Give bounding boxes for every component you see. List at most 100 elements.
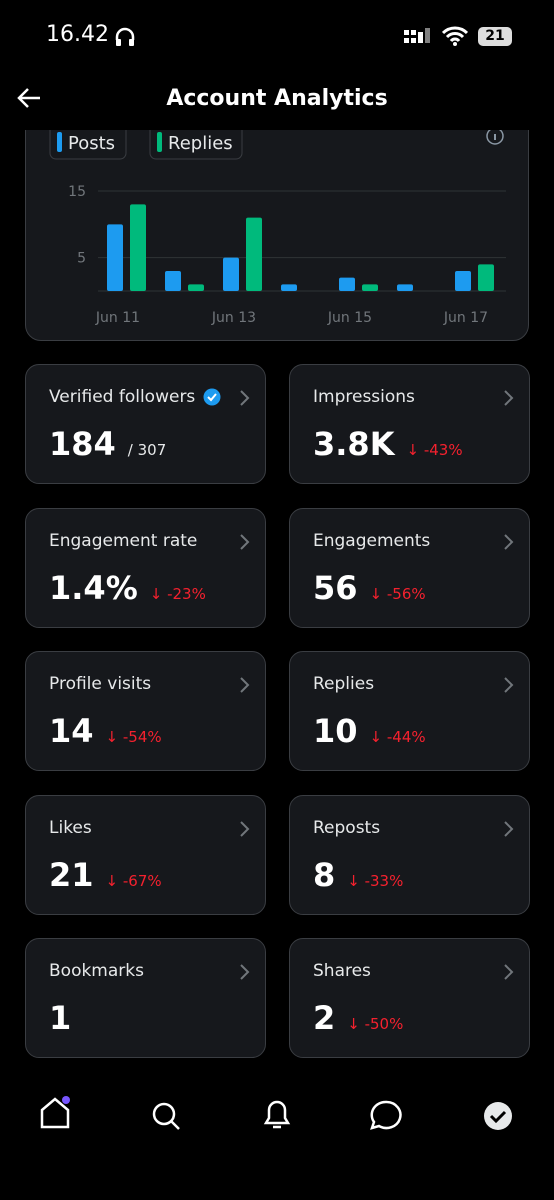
metric-value-row: 1 [49, 999, 71, 1037]
metric-card[interactable]: Verified followers 184 / 307 [25, 364, 266, 484]
x-tick-label: Jun 13 [211, 310, 256, 326]
metric-label-row: Replies [313, 674, 374, 694]
bar [339, 277, 355, 291]
headphones-icon [115, 27, 135, 46]
clock: 16.42 [46, 22, 109, 47]
metric-label-row: Verified followers [49, 387, 221, 407]
bar [107, 224, 123, 291]
metric-label-row: Profile visits [49, 674, 151, 694]
metric-label-row: Engagement rate [49, 531, 197, 551]
legend-item[interactable]: Posts [49, 120, 127, 160]
metric-card[interactable]: Likes 21 ↓ -67% [25, 794, 266, 915]
back-button[interactable] [15, 86, 43, 110]
metric-value-row: 3.8K ↓ -43% [313, 425, 463, 463]
bottom-nav [40, 1096, 512, 1130]
metric-value: 3.8K [313, 425, 395, 463]
metric-change: ↓ -33% [347, 871, 404, 890]
metric-value: 184 [49, 425, 116, 463]
chevron [240, 677, 250, 693]
bar [455, 271, 471, 291]
wifi-icon [442, 26, 468, 46]
legend-swatch [57, 132, 62, 152]
bar [281, 284, 297, 291]
metric-label-row: Engagements [313, 531, 430, 551]
home-tab[interactable] [40, 1096, 70, 1129]
chevron [240, 820, 250, 837]
chevron [240, 533, 250, 550]
metric-label: Engagements [313, 530, 431, 551]
legend-item[interactable]: Replies [149, 120, 243, 160]
chevron [504, 390, 514, 406]
metric-value: 56 [313, 568, 358, 607]
bar [362, 284, 378, 291]
metric-change: ↓ -56% [369, 584, 426, 603]
metric-card[interactable]: Impressions 3.8K ↓ -43% [289, 364, 530, 484]
metric-label: Reposts [313, 817, 381, 838]
metric-value: 1.4% [49, 568, 138, 607]
bar [246, 217, 262, 291]
x-tick-label: Jun 11 [95, 310, 140, 326]
metric-card[interactable]: Reposts 8 ↓ -33% [289, 794, 530, 915]
chevron [240, 390, 250, 406]
legend-label: Replies [168, 133, 233, 154]
metric-label-row: Bookmarks [49, 961, 144, 981]
chevron [504, 533, 514, 550]
metric-total: / 307 [127, 441, 167, 459]
legend-label: Posts [68, 133, 115, 154]
metric-label: Replies [313, 674, 375, 694]
premium-tab[interactable] [484, 1102, 512, 1130]
legend-swatch [157, 132, 162, 152]
bar [223, 257, 239, 291]
metric-label: Likes [49, 817, 92, 838]
metric-value: 10 [313, 712, 358, 750]
status-bar: 16.42 21 [0, 0, 554, 75]
chevron [504, 820, 514, 837]
metric-label: Profile visits [49, 674, 152, 694]
y-tick-label: 5 [77, 251, 86, 267]
metric-value-row: 10 ↓ -44% [313, 712, 426, 750]
metric-label: Engagement rate [49, 530, 198, 551]
metric-card[interactable]: Profile visits 14 ↓ -54% [25, 651, 266, 771]
bar [188, 284, 204, 291]
search-tab[interactable] [152, 1102, 180, 1130]
metric-card[interactable]: Engagements 56 ↓ -56% [289, 507, 530, 628]
chart-card: Posts Replies 5 15 Jun 11 Jun 13 Jun 15 Jun 17 [25, 105, 529, 341]
metric-card[interactable]: Replies 10 ↓ -44% [289, 651, 530, 771]
metric-card[interactable]: Bookmarks 1 [25, 938, 266, 1058]
metric-value-row: 21 ↓ -67% [49, 856, 162, 894]
metric-value-row: 8 ↓ -33% [313, 856, 403, 894]
metric-value: 21 [49, 855, 94, 894]
x-tick-label: Jun 17 [443, 310, 488, 326]
metric-change: ↓ -54% [105, 728, 162, 746]
metric-label: Impressions [313, 387, 415, 407]
notifications-tab[interactable] [263, 1100, 291, 1129]
y-tick-label: 15 [68, 184, 86, 200]
metric-value: 14 [49, 712, 94, 750]
battery: 21 [478, 27, 512, 46]
metric-change: ↓ -67% [105, 871, 162, 890]
messages-tab[interactable] [370, 1100, 402, 1130]
metric-label: Verified followers [49, 387, 196, 407]
metric-change: ↓ -23% [149, 584, 206, 603]
x-tick-label: Jun 15 [327, 310, 372, 326]
metric-value: 8 [313, 855, 336, 894]
metric-value-row: 56 ↓ -56% [313, 569, 426, 607]
metric-value-row: 184 / 307 [49, 425, 166, 463]
bar [397, 284, 413, 291]
metric-value: 2 [313, 999, 336, 1037]
metric-card[interactable]: Engagement rate 1.4% ↓ -23% [25, 507, 266, 628]
verified-badge [203, 388, 221, 406]
chart: Posts Replies 5 15 Jun 11 Jun 13 Jun 15 Jun 17 [49, 120, 506, 326]
metric-label: Bookmarks [49, 961, 144, 981]
metric-label-row: Impressions [313, 387, 415, 407]
metric-label-row: Reposts [313, 818, 380, 838]
info-icon[interactable] [486, 127, 504, 145]
metric-value-row: 1.4% ↓ -23% [49, 569, 206, 607]
chevron [240, 964, 250, 980]
metric-label-row: Shares [313, 961, 371, 981]
metric-card[interactable]: Shares 2 ↓ -50% [289, 938, 530, 1058]
bar [478, 264, 494, 291]
metric-label-row: Likes [49, 818, 92, 838]
signal-icon [404, 28, 430, 43]
